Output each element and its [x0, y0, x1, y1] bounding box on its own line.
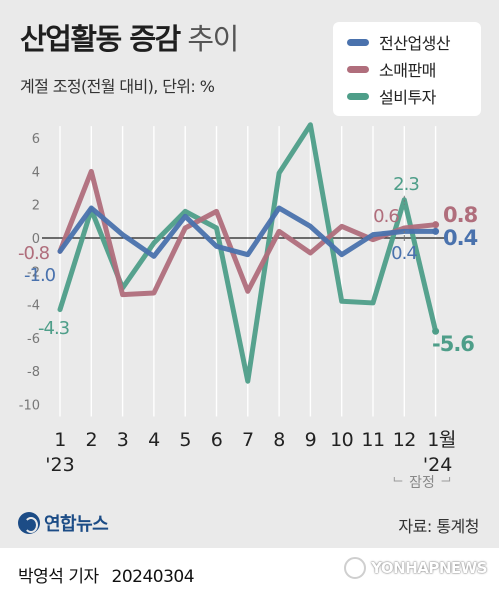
x-tick-label-9: 9 [305, 429, 317, 451]
data-label-2: -1.0 [24, 265, 56, 286]
yonhap-logo: 연합뉴스 [18, 510, 109, 536]
y-tick-label: -4 [27, 299, 40, 314]
x-tick-label-1: 1 [54, 429, 66, 451]
preliminary-label: 잠정 [409, 475, 435, 491]
x-tick-label-2: 2 [86, 429, 98, 451]
x-tick-label-4: 4 [148, 429, 160, 451]
chart-subtitle: 계절 조정(전월 대비), 단위: % [20, 77, 215, 96]
y-tick-label: 4 [32, 165, 40, 180]
data-label-1: -0.8 [18, 243, 50, 264]
x-tick-label-7: 7 [242, 429, 254, 451]
watermark: YONHAPNEWS [344, 557, 487, 579]
x-tick-label-5: 5 [179, 429, 191, 451]
title-main: 산업활동 증감 [20, 22, 181, 56]
y-tick-label: 6 [32, 132, 40, 147]
watermark-icon [344, 557, 367, 579]
series-endpoint-retail [432, 221, 440, 229]
series-line-production [57, 205, 439, 259]
preliminary-bracket-right [441, 477, 451, 482]
legend-swatch-production [347, 38, 369, 46]
byline: 박영석 기자 20240304 [18, 562, 195, 587]
data-label-3: -4.3 [38, 318, 70, 339]
x-tick-label-6: 6 [211, 429, 223, 451]
y-tick-label: 0 [32, 232, 40, 247]
y-tick-label: -6 [27, 332, 40, 347]
data-label-8: 0.4 [443, 226, 478, 250]
y-tick-label: -10 [19, 399, 40, 414]
grid [59, 126, 437, 417]
data-label-6: 2.3 [393, 174, 419, 195]
source-note: 자료: 통계청 [398, 517, 479, 536]
legend-swatch-retail [347, 65, 369, 73]
x-tick-label-11: 11 [361, 429, 384, 451]
series [57, 122, 440, 384]
series-endpoint-production [432, 227, 440, 235]
series-line-retail [57, 168, 439, 298]
x-tick-label-10: 10 [330, 429, 353, 451]
legend-item-retail: 소매판매 [347, 57, 436, 81]
legend-label-retail: 소매판매 [379, 61, 436, 80]
yonhap-logo-icon [18, 512, 40, 534]
series-endpoint-investment [432, 327, 440, 335]
year-label-2023: '23 [45, 454, 74, 476]
preliminary-bracket-left [393, 477, 403, 482]
legend-label-investment: 설비투자 [379, 88, 436, 107]
legend-swatch-investment [347, 92, 369, 100]
title-suffix: 추이 [187, 22, 239, 56]
year-label-2024: '24 [423, 454, 452, 476]
watermark-text: YONHAPNEWS [371, 559, 487, 577]
legend: 전산업생산 소매판매 설비투자 [333, 22, 481, 116]
annotations: -0.8-1.0-4.30.60.42.30.80.4-5.6 [18, 174, 479, 356]
data-label-5: 0.4 [391, 243, 417, 264]
legend-label-production: 전산업생산 [379, 34, 451, 53]
legend-item-investment: 설비투자 [347, 84, 436, 108]
logo-text: 연합뉴스 [44, 514, 109, 535]
chart-title: 산업활동 증감 추이 [20, 16, 239, 58]
y-tick-label: -8 [27, 365, 40, 380]
x-tick-label-13: 1월 [427, 429, 456, 451]
x-tick-label-12: 12 [393, 429, 416, 451]
data-label-7: 0.8 [443, 203, 478, 227]
y-tick-label: -2 [27, 265, 40, 280]
y-tick-label: 2 [32, 199, 40, 214]
legend-item-production: 전산업생산 [347, 30, 451, 54]
data-label-4: 0.6 [373, 206, 399, 227]
byline-date: 20240304 [111, 567, 195, 587]
x-tick-label-8: 8 [273, 429, 285, 451]
x-tick-label-3: 3 [117, 429, 129, 451]
data-label-9: -5.6 [432, 332, 474, 356]
y-axis: 6 4 2 0 -2 -4 -6 -8 -10 [19, 132, 40, 413]
byline-author: 박영석 기자 [18, 567, 99, 587]
